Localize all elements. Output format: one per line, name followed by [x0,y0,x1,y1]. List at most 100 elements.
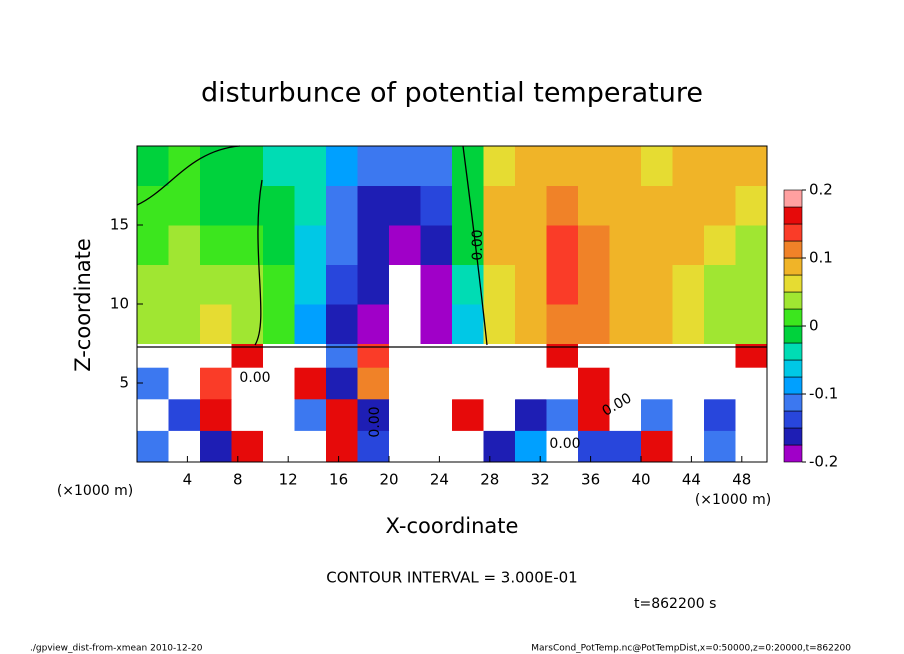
cell [735,398,768,431]
cell [326,146,358,186]
cell [389,398,421,431]
cell [168,264,201,305]
x-axis-label: X-coordinate [386,514,519,538]
cell [515,146,547,186]
cell [641,185,673,226]
y-axis-label: Z-coordinate [71,238,95,372]
cell [231,367,264,400]
cell [137,185,169,226]
cell [326,304,358,344]
x-tick-label: 40 [631,471,650,489]
cell [263,398,295,431]
cell [546,146,579,186]
y-tick-label: 10 [110,295,129,313]
cell [546,225,579,265]
cell [168,430,201,463]
cell [546,398,579,431]
cell [137,430,169,463]
cell [578,398,610,431]
cell [609,398,642,431]
cell [389,146,421,186]
cell [609,146,642,186]
x-tick-label: 20 [379,471,398,489]
cell [231,146,264,186]
colorbar-segment [783,325,803,344]
cell [420,264,453,305]
cell [578,185,610,226]
cell [326,398,358,431]
cell [641,146,673,186]
footer-right: MarsCond_PotTemp.nc@PotTempDist,x=0:5000… [531,644,851,654]
cell [483,430,516,463]
cell [357,146,390,186]
x-tick-label: 44 [682,471,701,489]
cell [389,304,421,344]
colorbar-segment [783,223,803,242]
cell [578,264,610,305]
cell [641,398,673,431]
x-tick-label: 36 [581,471,600,489]
colorbar-tick-label: -0.2 [809,453,838,471]
colorbar-tick-label: -0.1 [809,385,838,403]
colorbar-segment [783,291,803,310]
cell [515,185,547,226]
y-tick-label: 15 [110,216,129,234]
cell [420,185,453,226]
cell [389,264,421,305]
cell [263,185,295,226]
cell [389,430,421,463]
x-tick-label: 24 [430,471,449,489]
cell [294,146,327,186]
cell [200,304,232,344]
cell [515,304,547,344]
cell [168,367,201,400]
cell [704,367,736,400]
cell [326,225,358,265]
cell [704,185,736,226]
cell [357,304,390,344]
cell [578,367,610,400]
cell [546,367,579,400]
cell [389,185,421,226]
cell [672,430,705,463]
cell [200,264,232,305]
cell [641,367,673,400]
cell [546,185,579,226]
cell [357,367,390,400]
cell [168,185,201,226]
colorbar-segment [783,257,803,276]
cell [294,398,327,431]
cell [546,304,579,344]
cell [483,225,516,265]
cell [168,225,201,265]
cell [420,146,453,186]
cell [483,146,516,186]
cell [200,146,232,186]
cell [735,304,768,344]
x-tick-label: 12 [279,471,298,489]
cell [735,367,768,400]
cell [704,398,736,431]
cell [294,185,327,226]
cell [294,304,327,344]
cell [200,225,232,265]
cell [452,398,484,431]
cell [389,225,421,265]
cell [452,430,484,463]
cell [672,185,705,226]
cell [704,264,736,305]
colorbar-segment [783,427,803,446]
cell [389,367,421,400]
colorbar-tick-label: 0.2 [809,181,833,199]
colorbar-segment [783,308,803,327]
cell [326,264,358,305]
cell [452,304,484,344]
cell [483,398,516,431]
cell [483,264,516,305]
colorbar-segment [783,342,803,361]
cell [735,430,768,463]
cell [137,264,169,305]
contour-label: 0.00 [239,370,270,386]
cell [168,304,201,344]
cell [483,367,516,400]
